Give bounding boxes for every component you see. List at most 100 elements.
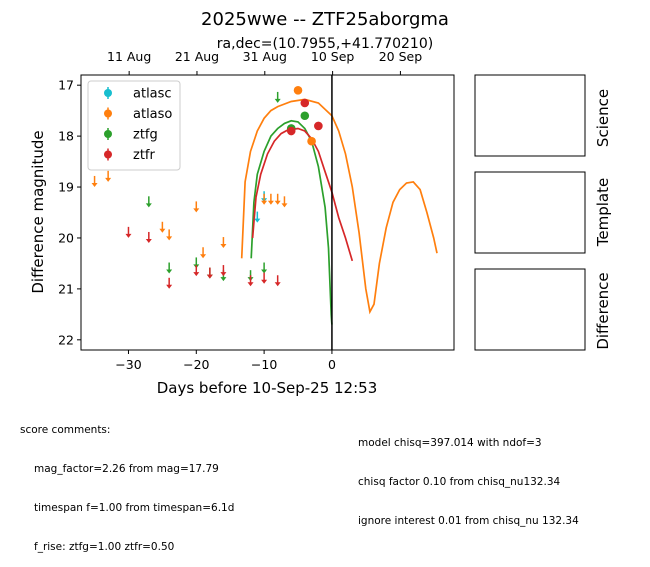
score-comments: score comments: mag_factor=2.26 from mag…: [20, 398, 234, 567]
upper-limit-head: [274, 282, 281, 287]
upper-limit-head: [261, 200, 268, 205]
score-comment-line: mag_factor=2.26 from mag=17.79: [34, 463, 219, 475]
upper-limit-head: [261, 279, 268, 284]
detection-point-ztfr: [314, 121, 323, 131]
upper-limit-head: [247, 282, 254, 287]
upper-limit-head: [159, 228, 166, 233]
legend-item-ztfr: ztfr: [104, 148, 155, 163]
legend-marker: [104, 109, 112, 118]
upper-limit-ztfr: [206, 267, 213, 279]
upper-limit-head: [261, 269, 268, 274]
detection-point-ztfr: [300, 98, 310, 108]
y-tick-label: 22: [58, 332, 74, 347]
upper-limit-head: [193, 208, 200, 213]
upper-limit-ztfr: [274, 275, 281, 287]
score-comment-line: f_rise: ztfg=1.00 ztfr=0.50: [34, 541, 175, 553]
upper-limit-ztfr: [145, 231, 152, 243]
upper-limit-head: [254, 218, 261, 223]
legend-marker: [104, 150, 112, 159]
legend-label: ztfg: [133, 128, 158, 143]
detection-point-ztfg: [300, 111, 310, 121]
legend-marker: [104, 130, 112, 138]
upper-limit-head: [220, 277, 227, 282]
upper-limit-atlaso: [220, 237, 227, 249]
upper-limit-head: [274, 200, 281, 205]
upper-limit-ztfg: [145, 196, 152, 208]
score-comments-header: score comments:: [20, 424, 111, 436]
upper-limit-ztfr: [247, 275, 254, 287]
y-tick-label: 19: [58, 180, 74, 195]
upper-limit-head: [281, 203, 288, 208]
science-stamp: [474, 74, 586, 157]
legend-item-atlaso: atlaso: [104, 107, 172, 122]
model-comment-line: model chisq=397.014 with ndof=3: [358, 437, 542, 449]
legend-label: atlaso: [133, 107, 172, 122]
upper-limit-atlaso: [267, 193, 274, 205]
legend-label: atlasc: [133, 87, 172, 102]
upper-limit-head: [206, 274, 213, 279]
y-tick-label: 17: [58, 78, 74, 93]
model-curve-atlaso: [240, 98, 438, 315]
upper-limit-atlaso: [166, 229, 173, 241]
upper-limit-head: [200, 254, 207, 259]
model-comment-line: chisq factor 0.10 from chisq_nu132.34: [358, 476, 561, 488]
science-label: Science: [594, 89, 612, 147]
upper-limit-atlaso: [200, 247, 207, 259]
y-tick-label: 20: [58, 230, 74, 245]
legend-label: ztfr: [133, 148, 155, 163]
y-axis-label: Difference magnitude: [29, 130, 47, 293]
legend-item-atlasc: atlasc: [104, 87, 172, 102]
difference-stamp: [474, 268, 586, 351]
upper-limit-atlaso: [159, 221, 166, 233]
difference-label: Difference: [594, 272, 612, 349]
plot-area: [91, 75, 438, 350]
upper-limit-head: [193, 272, 200, 277]
upper-limit-atlaso: [193, 201, 200, 213]
upper-limit-ztfr: [220, 265, 227, 277]
upper-limit-head: [125, 233, 132, 238]
chart-subtitle: ra,dec=(10.7955,+41.770210): [217, 36, 433, 52]
x-axis-label: Days before 10-Sep-25 12:53: [157, 379, 378, 397]
upper-limit-head: [145, 203, 152, 208]
upper-limit-atlaso: [281, 196, 288, 208]
upper-limit-atlaso: [105, 170, 112, 182]
upper-limit-atlaso: [91, 175, 98, 187]
upper-limit-head: [220, 272, 227, 277]
top-tick-label: 31 Aug: [243, 49, 287, 64]
x-tick-label: −10: [251, 357, 277, 372]
upper-limit-ztfr: [125, 226, 132, 238]
model-curve-ztfr: [251, 127, 354, 262]
upper-limit-head: [166, 269, 173, 274]
model-comment-line: ignore interest 0.01 from chisq_nu 132.3…: [358, 515, 579, 527]
upper-limit-ztfg: [261, 262, 268, 274]
top-tick-label: 21 Aug: [175, 49, 219, 64]
upper-limit-ztfr: [193, 265, 200, 277]
upper-limit-head: [274, 98, 281, 103]
template-label: Template: [594, 178, 612, 247]
legend: atlasc atlaso ztfg ztfr: [87, 80, 181, 171]
upper-limit-atlaso: [261, 193, 268, 205]
x-tick-label: −20: [183, 357, 209, 372]
score-comment-line: timespan f=1.00 from timespan=6.1d: [34, 502, 235, 514]
legend-item-ztfg: ztfg: [104, 128, 158, 143]
light-curve-figure: 2025wwe -- ZTF25aborgma ra,dec=(10.7955,…: [29, 9, 612, 397]
upper-limit-head: [267, 200, 274, 205]
y-tick-label: 18: [58, 129, 74, 144]
x-tick-label: −30: [115, 357, 141, 372]
chart-title: 2025wwe -- ZTF25aborgma: [201, 9, 449, 30]
upper-limit-head: [220, 244, 227, 249]
template-stamp: [474, 171, 586, 254]
detection-point-atlaso: [307, 136, 316, 146]
y-tick-label: 21: [58, 281, 74, 296]
upper-limit-ztfg: [274, 91, 281, 103]
x-tick-label: 0: [328, 357, 336, 372]
plot-frame: [80, 74, 455, 351]
top-tick-label: 11 Aug: [107, 49, 151, 64]
upper-limit-ztfr: [261, 272, 268, 284]
detection-point-ztfr: [286, 126, 296, 136]
upper-limit-atlasc: [254, 211, 261, 223]
upper-limit-head: [91, 182, 98, 187]
upper-limit-ztfg: [166, 262, 173, 274]
top-tick-label: 10 Sep: [311, 49, 355, 64]
model-curve-ztfg: [250, 119, 333, 325]
